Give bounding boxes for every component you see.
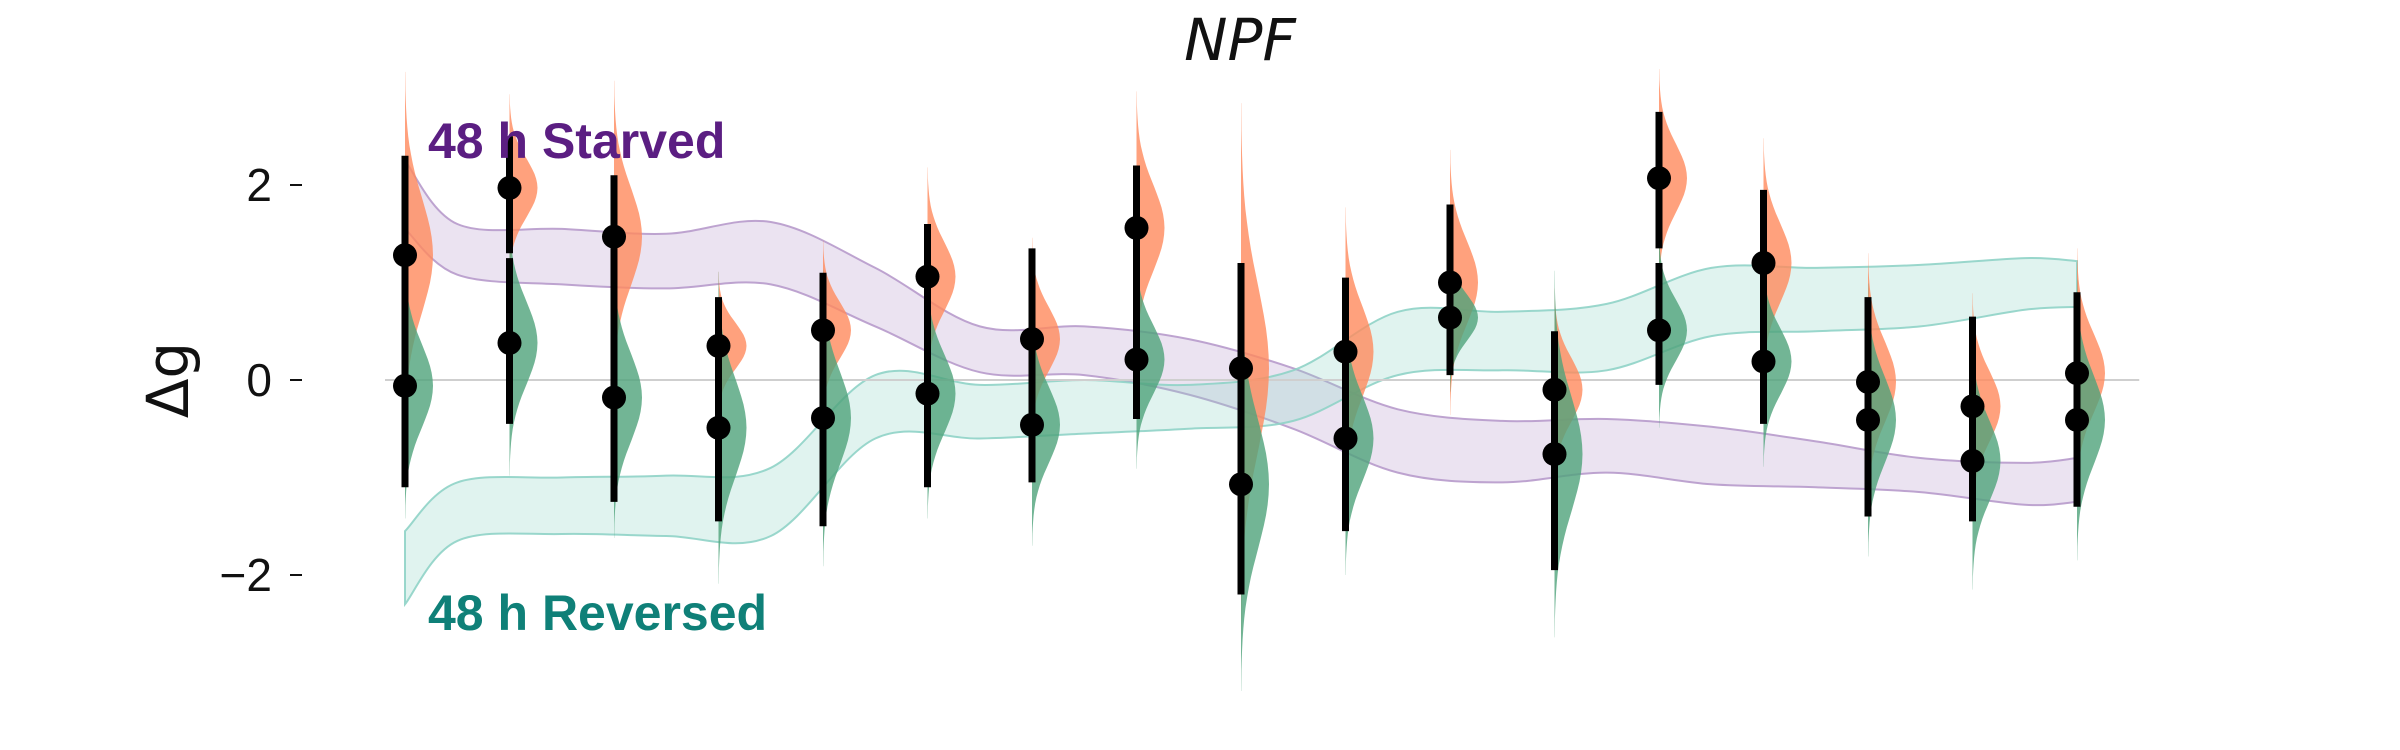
- density-reversed-15: [1868, 283, 1896, 557]
- point-starved-10: [1333, 339, 1358, 364]
- point-reversed-12: [1542, 442, 1567, 467]
- annotation-reversed: 48 h Reversed: [428, 585, 767, 641]
- point-reversed-11: [1438, 305, 1462, 330]
- density-starved-8: [1136, 91, 1165, 365]
- density-reversed-16: [1972, 332, 2001, 590]
- density-reversed-14: [1763, 256, 1792, 467]
- y-axis-label: Δg: [134, 342, 202, 419]
- point-starved-17: [2065, 361, 2089, 386]
- density-reversed-9: [1241, 277, 1269, 691]
- density-reversed-1: [405, 253, 433, 519]
- point-reversed-6: [915, 381, 940, 406]
- y-axis: −2 0 2: [220, 159, 302, 601]
- annotation-starved: 48 h Starved: [428, 113, 725, 169]
- point-starved-6: [915, 264, 940, 289]
- density-reversed-8: [1136, 250, 1165, 469]
- density-starved-13: [1659, 69, 1687, 288]
- point-starved-4: [706, 333, 731, 358]
- point-starved-9: [1229, 356, 1253, 381]
- mean-points: [393, 166, 2089, 497]
- point-reversed-1: [393, 373, 417, 398]
- point-reversed-16: [1960, 448, 1985, 473]
- point-starved-13: [1647, 166, 1671, 191]
- point-starved-2: [497, 175, 522, 200]
- density-reversed-6: [927, 268, 956, 519]
- point-reversed-13: [1647, 318, 1671, 343]
- density-reversed-3: [614, 257, 642, 538]
- point-starved-3: [602, 224, 626, 249]
- point-reversed-2: [497, 330, 522, 355]
- point-starved-8: [1124, 215, 1149, 240]
- density-reversed-12: [1554, 270, 1583, 638]
- density-reversed-17: [2077, 279, 2105, 561]
- point-starved-16: [1960, 394, 1985, 419]
- y-tick-label: 0: [246, 354, 272, 406]
- density-reversed-5: [823, 269, 851, 567]
- density-starved-2: [509, 94, 538, 282]
- point-starved-5: [811, 318, 835, 343]
- point-starved-7: [1020, 327, 1044, 352]
- density-violins: [405, 69, 2105, 691]
- point-starved-11: [1438, 270, 1462, 295]
- y-tick-label: −2: [220, 549, 272, 601]
- density-reversed-10: [1345, 302, 1374, 575]
- point-starved-15: [1856, 369, 1880, 394]
- point-starved-1: [393, 243, 417, 268]
- point-reversed-15: [1856, 407, 1880, 432]
- point-starved-12: [1542, 377, 1567, 402]
- point-reversed-14: [1751, 349, 1776, 374]
- point-reversed-4: [706, 415, 731, 440]
- point-starved-14: [1751, 251, 1776, 275]
- point-reversed-10: [1333, 426, 1358, 451]
- point-reversed-8: [1124, 347, 1149, 372]
- point-reversed-9: [1229, 472, 1253, 497]
- density-reversed-13: [1659, 232, 1687, 428]
- density-reversed-2: [509, 210, 538, 476]
- point-reversed-5: [811, 406, 835, 431]
- density-starved-3: [614, 80, 642, 393]
- y-tick-label: 2: [246, 159, 272, 211]
- density-reversed-7: [1032, 303, 1060, 546]
- chart-title: NPF: [1184, 6, 1297, 74]
- point-reversed-17: [2065, 407, 2089, 432]
- point-reversed-7: [1020, 412, 1044, 437]
- point-reversed-3: [602, 385, 626, 410]
